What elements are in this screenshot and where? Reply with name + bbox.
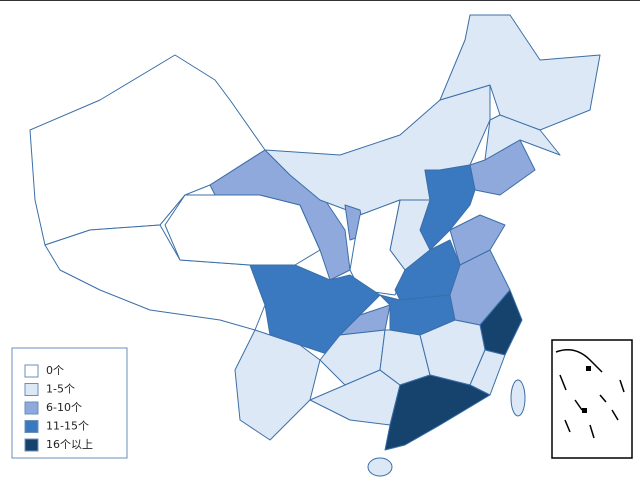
province xyxy=(349,199,406,296)
legend-swatch xyxy=(24,401,39,415)
province xyxy=(44,224,266,331)
province xyxy=(164,194,321,266)
legend-label: 11-15个 xyxy=(46,420,89,433)
legend-swatch xyxy=(24,438,39,452)
inset xyxy=(551,339,633,459)
province xyxy=(367,457,393,477)
province xyxy=(510,379,526,417)
legend-label: 1-5个 xyxy=(46,383,75,396)
provinces xyxy=(29,14,601,477)
province xyxy=(439,14,601,131)
province xyxy=(449,214,506,266)
province xyxy=(384,374,491,451)
legend-label: 6-10个 xyxy=(46,401,82,414)
legend-label: 16个以上 xyxy=(46,438,93,451)
legend-swatch xyxy=(24,383,39,396)
legend-label: 0个 xyxy=(46,364,64,377)
legend-swatch xyxy=(24,420,39,433)
legend: 0个 1-5个 6-10个 11-15个 16个以上 xyxy=(11,347,128,459)
legend-swatch xyxy=(24,364,39,378)
